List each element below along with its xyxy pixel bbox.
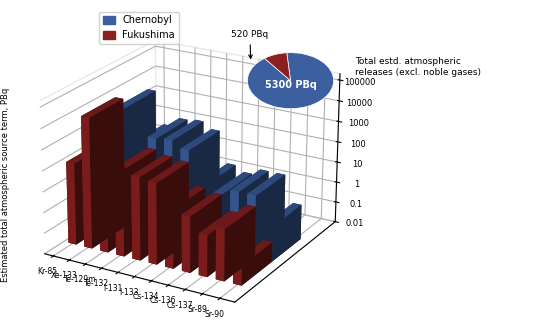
Wedge shape [265,53,291,81]
Text: 520 PBq: 520 PBq [231,30,268,58]
Text: Total estd. atmospheric
releases (excl. noble gases): Total estd. atmospheric releases (excl. … [355,57,481,77]
Legend: Chernobyl, Fukushima: Chernobyl, Fukushima [99,11,179,44]
Text: Estimated total atmospheric source term, PBq: Estimated total atmospheric source term,… [1,88,10,282]
Wedge shape [247,53,334,109]
Text: 5300 PBq: 5300 PBq [265,80,316,90]
